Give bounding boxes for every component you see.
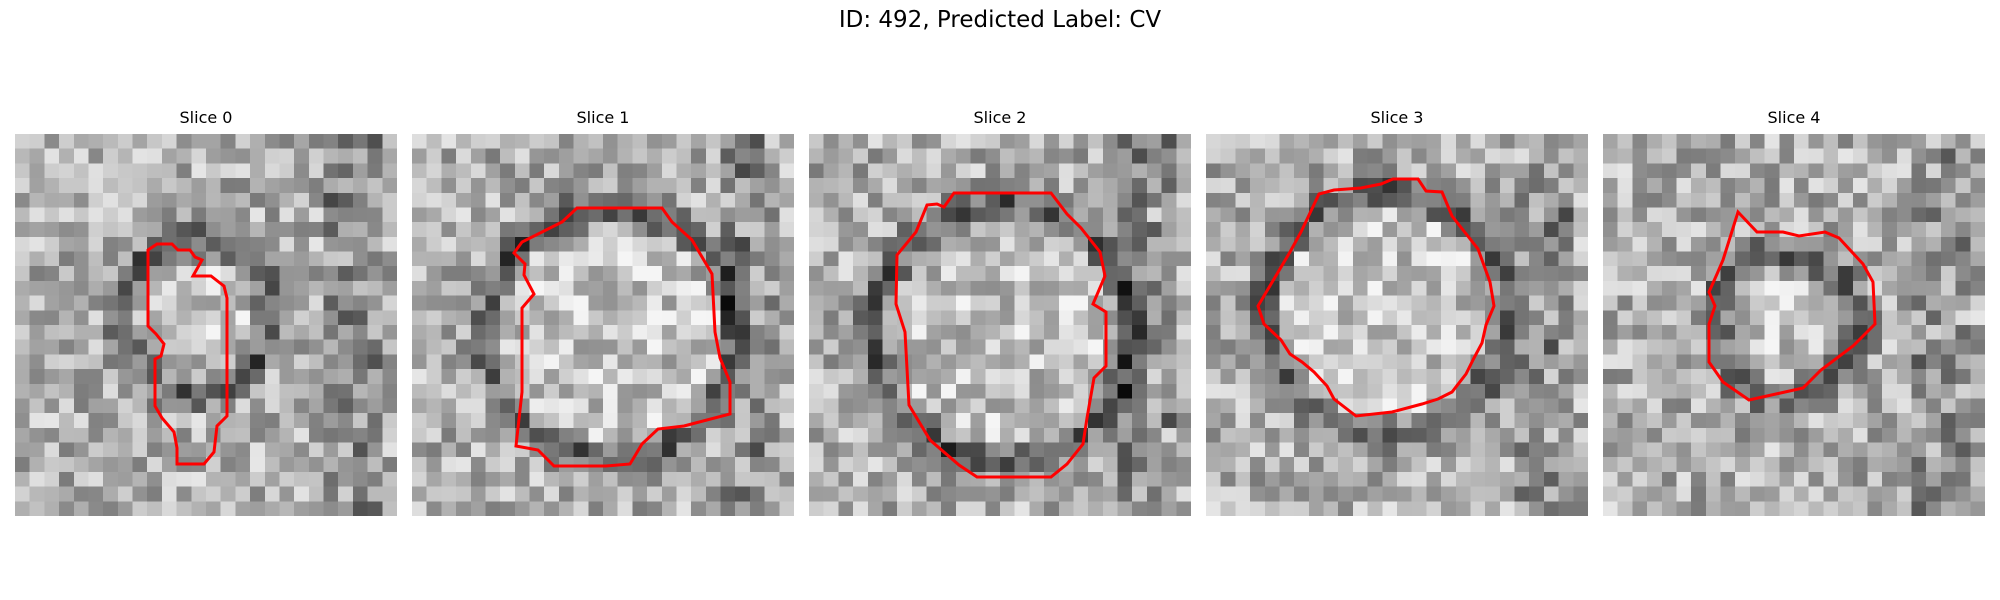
- slice-image: [412, 134, 794, 516]
- slice-title: Slice 2: [973, 108, 1027, 127]
- segmentation-contour: [1707, 209, 1877, 402]
- slice-image: [1603, 134, 1985, 516]
- slice-panel-4: Slice 4: [1603, 108, 1985, 516]
- slice-panel-0: Slice 0: [15, 108, 397, 516]
- slice-title: Slice 1: [576, 108, 630, 127]
- segmentation-contour: [146, 242, 229, 466]
- slice-image: [1206, 134, 1588, 516]
- segmentation-contour: [1256, 177, 1496, 418]
- slice-title: Slice 0: [179, 108, 233, 127]
- slice-panel-2: Slice 2: [809, 108, 1191, 516]
- figure-title: ID: 492, Predicted Label: CV: [838, 7, 1162, 33]
- slice-panel-3: Slice 3: [1206, 108, 1588, 516]
- slice-panel-1: Slice 1: [412, 108, 794, 516]
- slice-image: [809, 134, 1191, 516]
- slice-title: Slice 3: [1370, 108, 1424, 127]
- segmentation-contour: [512, 206, 732, 468]
- segmentation-contour: [894, 191, 1108, 479]
- slice-title: Slice 4: [1767, 108, 1821, 127]
- slice-image: [15, 134, 397, 516]
